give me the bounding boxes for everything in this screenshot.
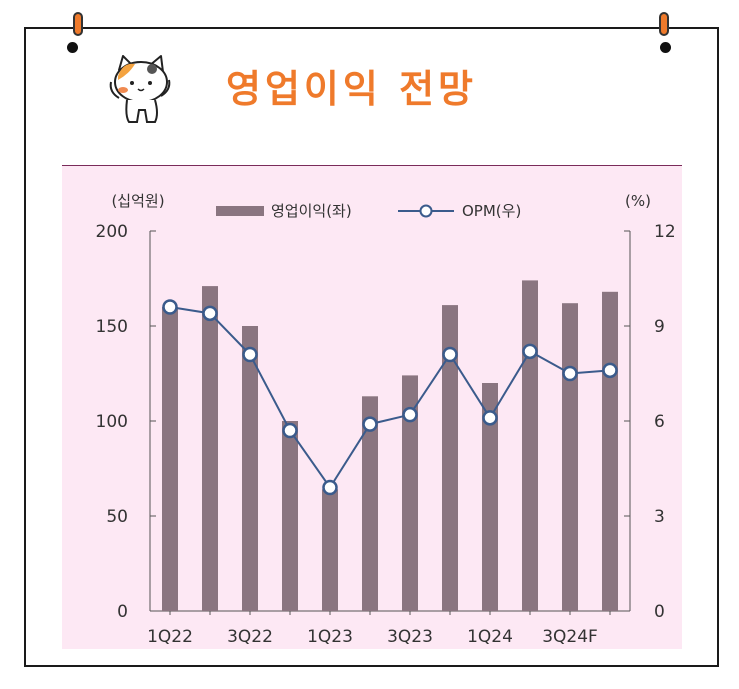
x-tick-label-3Q24F: 3Q24F	[542, 627, 598, 647]
left-axis-tick-label: 0	[117, 602, 128, 622]
x-tick-labels: 1Q22 3Q22 1Q23 3Q23 1Q24 3Q24F	[147, 611, 611, 647]
x-tick-label-1Q22: 1Q22	[147, 627, 193, 647]
right-axis-tick-label: 9	[654, 317, 665, 337]
page-title: 영업이익 전망	[226, 67, 477, 111]
opm-point-2Q24	[522, 343, 538, 360]
bar-3Q22	[242, 326, 258, 611]
pin-icon-right	[659, 12, 669, 36]
right-axis-tick-label: 3	[654, 507, 665, 527]
bar-4Q23	[442, 305, 458, 611]
x-tick-label-1Q23: 1Q23	[307, 627, 353, 647]
opm-point-2Q22	[202, 305, 218, 322]
x-tick-label-1Q24: 1Q24	[467, 627, 513, 647]
chart-axes: 0 50 100 150 200 0 3 6 9 12	[96, 222, 676, 622]
pin-hole-right	[660, 42, 671, 53]
bar-4Q22	[282, 421, 298, 611]
line-series	[162, 299, 618, 496]
bar-1Q23	[322, 489, 338, 611]
left-axis-tick-label: 200	[96, 222, 128, 242]
left-axis-unit-label: (십억원)	[111, 192, 164, 210]
left-axis-tick-label: 100	[96, 412, 128, 432]
opm-point-1Q23	[322, 479, 338, 496]
bar-3Q24F	[562, 303, 578, 611]
opm-point-3Q24F	[562, 365, 578, 382]
bar-4Q24F	[602, 291, 618, 611]
legend-line-label: OPM(우)	[462, 202, 521, 220]
bar-1Q22	[162, 307, 178, 611]
opm-point-2Q23	[362, 416, 378, 432]
legend-line-marker	[419, 204, 433, 218]
legend-bar-swatch	[216, 206, 264, 216]
opm-line	[169, 306, 611, 490]
bar-2Q22	[202, 286, 218, 611]
x-tick-label-3Q23: 3Q23	[387, 627, 433, 647]
opm-point-1Q24	[482, 410, 498, 426]
opm-point-4Q24F	[602, 362, 618, 379]
opm-point-4Q22	[282, 422, 298, 439]
left-axis-tick-label: 150	[96, 317, 128, 337]
right-axis-tick-label: 6	[654, 412, 665, 432]
x-tick-label-3Q22: 3Q22	[227, 627, 273, 647]
opm-point-1Q22	[162, 299, 178, 315]
opm-point-4Q23	[442, 346, 458, 363]
right-axis-unit-label: (%)	[625, 192, 651, 210]
right-axis-tick-label: 0	[654, 602, 665, 622]
left-axis-tick-label: 50	[106, 507, 128, 527]
bar-2Q23	[362, 396, 378, 611]
bar-1Q24	[482, 383, 498, 611]
bar-series	[162, 280, 618, 611]
opm-point-3Q23	[402, 406, 418, 423]
pin-hole-left	[67, 42, 78, 53]
bar-2Q24	[522, 280, 538, 611]
legend-bar-label: 영업이익(좌)	[271, 202, 352, 220]
bar-3Q23	[402, 375, 418, 611]
pin-icon-left	[73, 12, 83, 36]
cat-mascot-icon	[109, 55, 171, 123]
opm-point-3Q22	[242, 346, 258, 363]
right-axis-tick-label: 12	[654, 222, 676, 242]
